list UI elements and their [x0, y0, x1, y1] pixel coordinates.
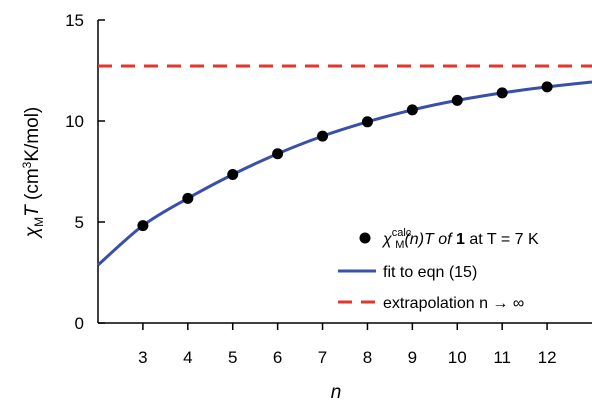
data-point — [137, 220, 149, 232]
legend-fit-label: fit to eqn (15) — [383, 264, 477, 281]
y-tick-label: 15 — [65, 11, 84, 30]
y-tick-label: 5 — [75, 213, 84, 232]
x-tick-label: 11 — [493, 348, 511, 367]
y-axis-title-sub: M — [32, 217, 46, 227]
x-tick-label: 7 — [318, 348, 327, 367]
data-point — [451, 94, 463, 106]
x-tick-label: 4 — [183, 348, 192, 367]
x-tick-label: 12 — [538, 348, 557, 367]
data-point — [541, 81, 553, 93]
x-tick-label: 10 — [448, 348, 467, 367]
data-point — [182, 192, 194, 204]
data-point — [496, 87, 508, 99]
legend-extrapolation-label: extrapolation n → ∞ — [383, 295, 524, 312]
y-axis-title-unit-post: K/mol) — [22, 107, 43, 162]
y-tick-label: 10 — [65, 112, 84, 131]
legend: χcalc M(n)T of 1 at T = 7 K fit to eqn (1… — [338, 227, 539, 312]
data-point — [406, 104, 418, 116]
y-axis-title-unit-pre: (cm — [22, 168, 43, 205]
x-axis-ticks: 3 4 5 6 7 8 9 10 11 12 — [138, 323, 557, 367]
x-tick-label: 9 — [408, 348, 417, 367]
data-point — [272, 148, 284, 160]
plot-area — [97, 64, 592, 267]
x-tick-label: 3 — [138, 348, 147, 367]
x-tick-label: 5 — [228, 348, 237, 367]
x-axis-title: n — [331, 382, 342, 403]
y-axis-title: χMT (cm3K/mol) — [20, 107, 46, 240]
x-tick-label: 6 — [273, 348, 282, 367]
y-axis-title-unit-exp: 3 — [20, 161, 34, 168]
x-tick-label: 8 — [363, 348, 372, 367]
data-point — [227, 169, 239, 181]
y-axis-ticks: 0 5 10 15 — [65, 11, 105, 333]
legend-point-marker — [359, 232, 371, 244]
data-point — [361, 116, 373, 128]
y-axis-title-T: T — [22, 204, 43, 217]
legend-points-label: χcalc M(n)T of 1 at T = 7 K — [381, 227, 539, 251]
y-tick-label: 0 — [75, 314, 84, 333]
y-axis-title-chi: χ — [22, 226, 43, 239]
data-point — [317, 130, 329, 142]
